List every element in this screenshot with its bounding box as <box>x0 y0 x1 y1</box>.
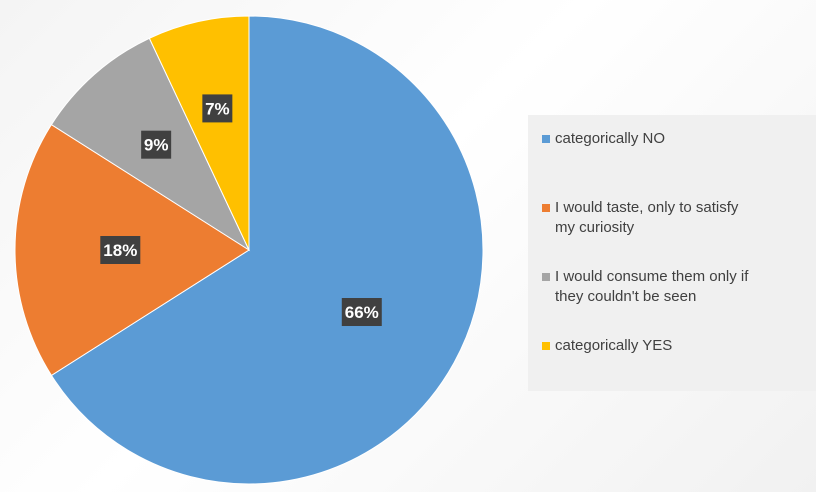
data-label-text: 7% <box>205 99 230 118</box>
pie-chart: 66% 18% 9% 7% <box>14 15 484 485</box>
legend-swatch <box>542 135 550 143</box>
legend-label: categorically YES <box>555 337 673 354</box>
legend-item-categorically-no: categorically NO <box>542 129 665 149</box>
legend: categorically NO I would taste, only to … <box>528 115 816 391</box>
data-label-text: 66% <box>345 303 379 322</box>
data-label-categorically-no: 66% <box>341 298 382 327</box>
legend-label: categorically NO <box>555 130 666 147</box>
data-label-text: 9% <box>144 136 169 155</box>
legend-label: I would taste, only to satisfy my curios… <box>555 199 739 236</box>
data-label-consume-unseen: 9% <box>141 130 172 159</box>
pie-slice-categorically-no <box>50 15 484 485</box>
data-label-box <box>100 236 141 264</box>
legend-item-taste-curiosity: I would taste, only to satisfy my curios… <box>542 198 738 238</box>
data-label-text: 18% <box>103 241 137 260</box>
legend-item-consume-unseen: I would consume them only if they couldn… <box>542 267 748 307</box>
legend-swatch <box>542 342 550 350</box>
legend-swatch <box>542 273 550 281</box>
legend-item-categorically-yes: categorically YES <box>542 336 672 356</box>
data-label-taste-curiosity: 18% <box>100 236 141 264</box>
data-label-box <box>141 130 172 159</box>
legend-label: I would consume them only if they couldn… <box>555 268 749 305</box>
data-label-box <box>202 94 233 123</box>
data-label-categorically-yes: 7% <box>202 94 233 123</box>
data-label-box <box>341 298 382 327</box>
pie-slice-categorically-yes <box>148 15 250 251</box>
legend-swatch <box>542 204 550 212</box>
